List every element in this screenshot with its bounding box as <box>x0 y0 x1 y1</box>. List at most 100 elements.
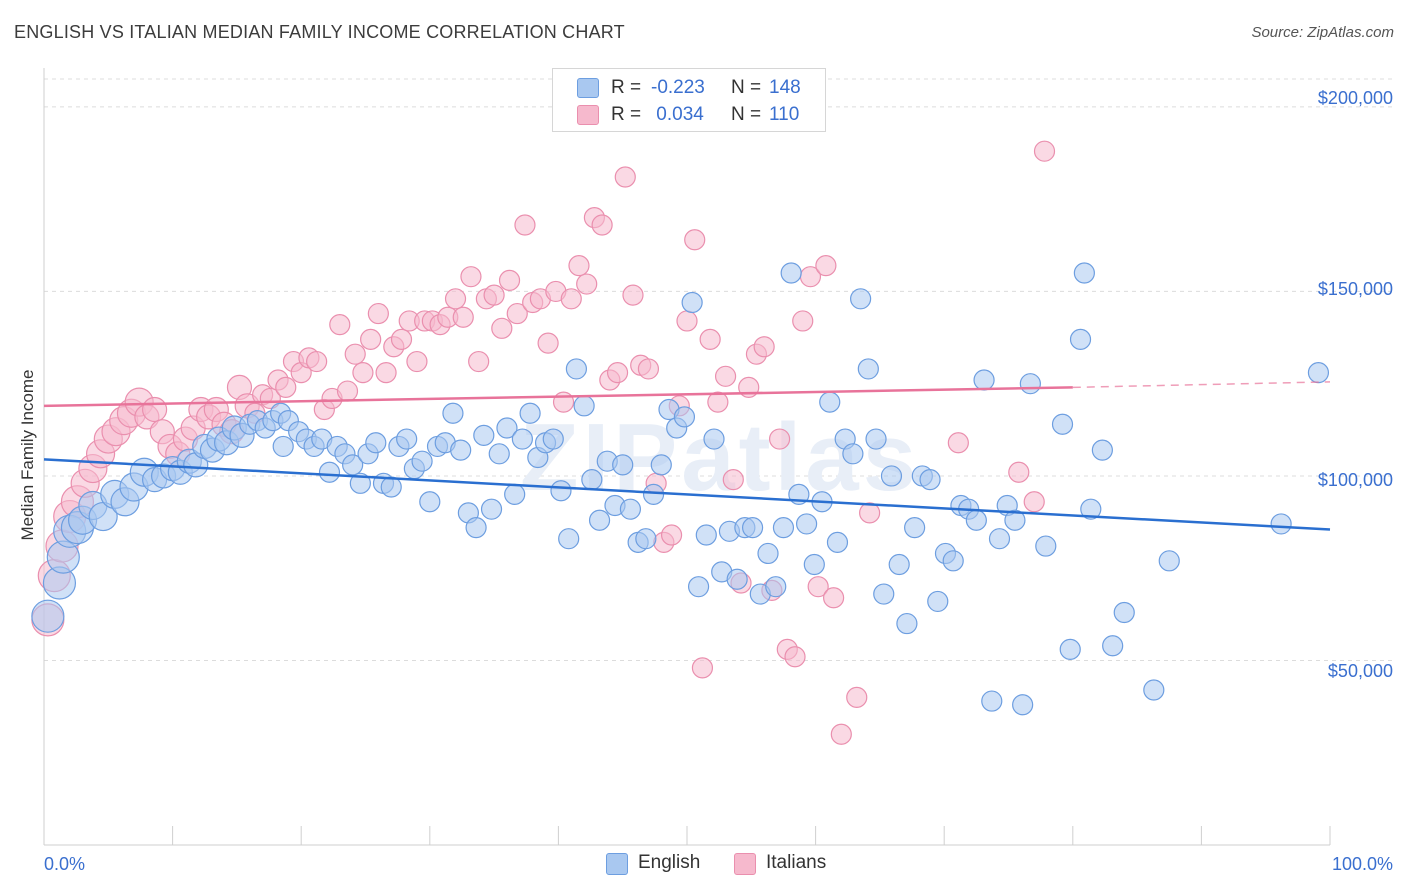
english-point <box>496 417 518 439</box>
italians-point <box>807 576 829 598</box>
italians-point <box>1008 461 1030 483</box>
italians-point <box>452 306 474 328</box>
y-tick-label-100k: $100,000 <box>1318 470 1393 490</box>
english-point <box>673 406 696 428</box>
legend-r-value: 0.034 <box>651 104 704 125</box>
english-point <box>1035 535 1057 557</box>
italians-point <box>606 362 629 384</box>
english-point <box>942 550 964 572</box>
axes <box>43 68 1331 846</box>
legend-n-value: 110 <box>769 104 800 125</box>
english-point <box>1051 413 1074 435</box>
english-point <box>1091 439 1113 461</box>
english-point <box>442 402 464 424</box>
italians-point <box>660 524 683 546</box>
english-point <box>919 469 941 491</box>
y-tick-label-200k: $200,000 <box>1318 88 1393 108</box>
english-point <box>619 498 642 520</box>
italians-point <box>360 328 382 351</box>
english-point <box>480 498 503 520</box>
english-legend-swatch <box>606 853 628 875</box>
english-swatch <box>577 78 599 98</box>
italians-point <box>306 350 328 373</box>
english-point <box>873 583 895 605</box>
english-point <box>703 428 725 450</box>
english-point <box>1102 635 1124 657</box>
italians-point <box>637 358 660 380</box>
english-point <box>1073 262 1095 284</box>
x-tick-label-max: 100.0% <box>1332 854 1393 874</box>
english-point <box>857 358 879 380</box>
italians-point <box>329 314 351 336</box>
y-axis-label: Median Family Income <box>18 369 37 540</box>
italians-point <box>560 288 582 310</box>
english-point <box>965 509 987 531</box>
source-label: Source: ZipAtlas.com <box>1251 24 1394 41</box>
english-trend-line <box>43 458 1331 531</box>
italians-point <box>406 350 428 373</box>
english-point <box>504 483 526 506</box>
english-point <box>650 454 672 476</box>
italians-point <box>622 284 644 306</box>
english-point <box>880 465 903 487</box>
italians-point <box>753 336 775 358</box>
english-point <box>896 612 918 635</box>
italians-point <box>367 302 389 325</box>
english-point <box>1080 498 1102 520</box>
italians-point <box>375 362 397 384</box>
english-legend-label: English <box>638 852 701 873</box>
english-point <box>1143 679 1165 701</box>
italians-point <box>344 343 366 365</box>
italians-point <box>684 229 706 251</box>
italians-point <box>141 396 168 423</box>
english-point <box>1069 328 1092 351</box>
italians-trend-extension <box>1072 381 1331 389</box>
english-point <box>988 528 1011 550</box>
english-point <box>450 439 472 461</box>
english-point <box>31 599 65 633</box>
italians-point <box>846 686 868 708</box>
italians-point <box>568 254 590 277</box>
english-point <box>318 461 341 483</box>
english-point <box>973 369 995 391</box>
english-point <box>981 690 1003 712</box>
english-point <box>380 476 402 498</box>
english-point <box>757 542 779 565</box>
english-point <box>765 576 787 598</box>
italians-point <box>815 254 837 277</box>
italians-point <box>830 723 852 745</box>
english-point <box>795 513 818 535</box>
italians-point <box>259 387 281 410</box>
italians-point <box>714 365 737 387</box>
english-point <box>772 517 795 539</box>
english-point <box>365 432 387 454</box>
italians-point <box>514 214 536 236</box>
english-point <box>865 428 887 450</box>
legend-r-label: R = <box>611 104 642 125</box>
italians-point <box>352 362 374 384</box>
english-point <box>488 443 510 465</box>
english-point <box>850 288 872 310</box>
italians-point <box>859 502 881 524</box>
legend-r-label: R = <box>611 77 642 98</box>
english-point <box>581 469 603 491</box>
english-point <box>681 291 703 314</box>
italians-point <box>576 273 598 295</box>
italians-point <box>498 269 521 291</box>
italians-point <box>614 166 636 188</box>
english-point <box>1004 509 1026 531</box>
italians-trend-line <box>43 386 1073 408</box>
english-point <box>612 454 634 476</box>
english-point <box>1019 373 1041 395</box>
italians-point <box>491 317 513 339</box>
italians-point <box>506 302 528 325</box>
trend-lines <box>43 381 1331 531</box>
stats-legend: R = -0.223 N = 148 R = 0.034 N = 110 <box>552 68 826 132</box>
italians-point <box>784 646 806 668</box>
english-point <box>741 517 764 539</box>
italians-point <box>468 350 490 373</box>
legend-r-value: -0.223 <box>651 77 705 98</box>
english-point <box>1113 601 1135 624</box>
english-point <box>1012 694 1034 716</box>
